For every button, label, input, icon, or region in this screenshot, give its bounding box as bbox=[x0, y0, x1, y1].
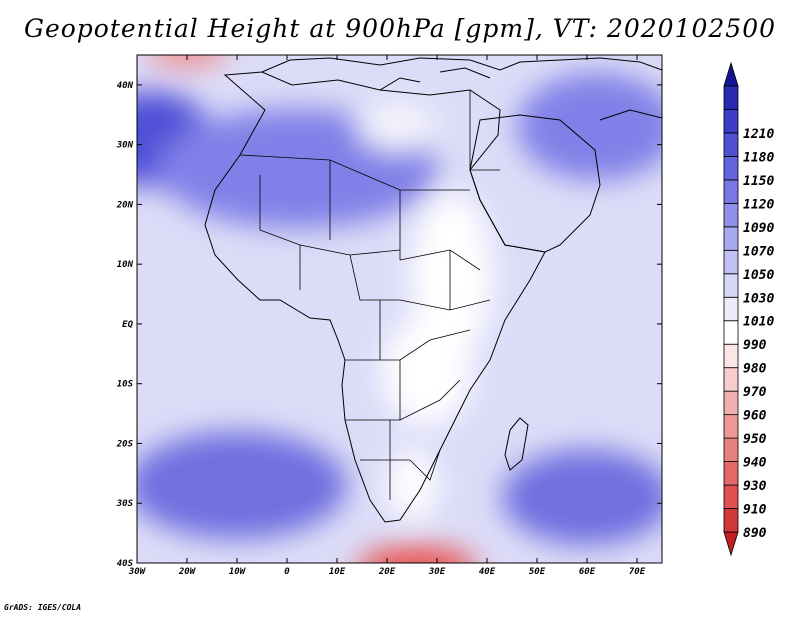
longitude-tick-labels: 30W 20W 10W 0 10E 20E 30E 40E 50E 60E 70E bbox=[128, 567, 646, 577]
mediterranean-low bbox=[357, 102, 437, 151]
colorbar-segment bbox=[723, 461, 739, 486]
colorbar-segment bbox=[723, 273, 739, 298]
colorbar-label: 1010 bbox=[743, 315, 774, 330]
colorbar-segment bbox=[723, 249, 739, 275]
colorbar-label: 930 bbox=[743, 479, 767, 494]
lat-tick-label: 20S bbox=[116, 439, 134, 449]
colorbar-segment bbox=[723, 320, 739, 345]
colorbar-segment bbox=[723, 508, 739, 533]
colorbar-segment bbox=[723, 296, 739, 322]
colorbar-segment bbox=[723, 85, 739, 110]
lat-tick-label: 40N bbox=[117, 81, 134, 91]
east-africa-low bbox=[412, 192, 492, 360]
colorbar: 890 910 930 940 950 960 970 980 990 1010 1030 1050 1… bbox=[723, 61, 774, 557]
colorbar-label: 1050 bbox=[743, 268, 774, 283]
colorbar-label: 1210 bbox=[743, 127, 774, 142]
colorbar-label: 910 bbox=[743, 503, 767, 518]
country-borders bbox=[239, 90, 500, 500]
s-ocean-low bbox=[358, 545, 476, 563]
lat-tick-label: 30S bbox=[116, 499, 134, 509]
s-atlantic-high bbox=[137, 431, 347, 540]
s-indian-high bbox=[502, 449, 662, 546]
lon-tick-label: 10E bbox=[329, 567, 346, 577]
latitude-tick-labels: 40N 30N 20N 10N EQ 10S 20S 30S 40S bbox=[116, 81, 134, 569]
lat-tick-label: 20N bbox=[116, 200, 134, 210]
colorbar-top-arrow bbox=[723, 61, 739, 87]
colorbar-segment bbox=[723, 156, 739, 181]
colorbar-label: 890 bbox=[743, 526, 767, 541]
lon-tick-label: 10W bbox=[229, 567, 247, 577]
colorbar-label: 1090 bbox=[743, 221, 774, 236]
lon-tick-label: 30E bbox=[428, 567, 446, 577]
colorbar-label: 970 bbox=[743, 385, 767, 400]
lon-tick-label: 20E bbox=[378, 567, 396, 577]
axis-ticks bbox=[136, 55, 662, 564]
colorbar-label: 960 bbox=[743, 409, 767, 424]
lon-tick-label: 50E bbox=[529, 567, 546, 577]
lon-tick-label: 20W bbox=[178, 567, 197, 577]
colorbar-segment bbox=[723, 390, 739, 416]
central-africa-low bbox=[382, 317, 472, 426]
colorbar-label: 1030 bbox=[743, 291, 774, 306]
lat-tick-label: 30N bbox=[116, 141, 134, 151]
map-area bbox=[137, 55, 662, 563]
map-title: Geopotential Height at 900hPa [gpm], VT:… bbox=[23, 14, 777, 43]
lat-tick-label: EQ bbox=[122, 320, 133, 330]
colorbar-segment bbox=[723, 109, 739, 134]
south-africa-low bbox=[387, 449, 437, 522]
arabia-iran-high bbox=[517, 72, 662, 181]
n-atlantic-low bbox=[149, 55, 225, 67]
colorbar-segment bbox=[723, 202, 739, 228]
lon-tick-label: 70E bbox=[629, 567, 646, 577]
colorbar-segment bbox=[723, 179, 739, 204]
lat-tick-label: 40S bbox=[117, 559, 134, 569]
colorbar-segment bbox=[723, 414, 739, 439]
lon-tick-label: 0 bbox=[284, 567, 290, 577]
colorbar-label: 1120 bbox=[743, 197, 774, 212]
colorbar-segment bbox=[723, 367, 739, 392]
lat-tick-label: 10S bbox=[117, 380, 134, 390]
colorbar-label: 1070 bbox=[743, 244, 774, 259]
colorbar-label: 1150 bbox=[743, 174, 774, 189]
colorbar-segment bbox=[723, 226, 739, 251]
colorbar-label: 980 bbox=[743, 362, 767, 377]
coastline-outline bbox=[204, 57, 662, 523]
colorbar-bottom-arrow bbox=[723, 531, 739, 557]
lon-tick-label: 40E bbox=[479, 567, 496, 577]
colorbar-label: 940 bbox=[743, 456, 767, 471]
grads-credit: GrADS: IGES/COLA bbox=[4, 603, 82, 612]
lon-tick-label: 60E bbox=[579, 567, 596, 577]
colorbar-label: 1180 bbox=[743, 150, 774, 165]
map-frame bbox=[136, 54, 663, 564]
colorbar-label: 950 bbox=[743, 432, 767, 447]
lon-tick-label: 30W bbox=[128, 567, 147, 577]
colorbar-segment bbox=[723, 343, 739, 369]
colorbar-segment bbox=[723, 132, 739, 157]
colorbar-segment bbox=[723, 484, 739, 509]
colorbar-label: 990 bbox=[743, 338, 767, 353]
lat-tick-label: 10N bbox=[117, 260, 134, 270]
colorbar-segment bbox=[723, 437, 739, 462]
